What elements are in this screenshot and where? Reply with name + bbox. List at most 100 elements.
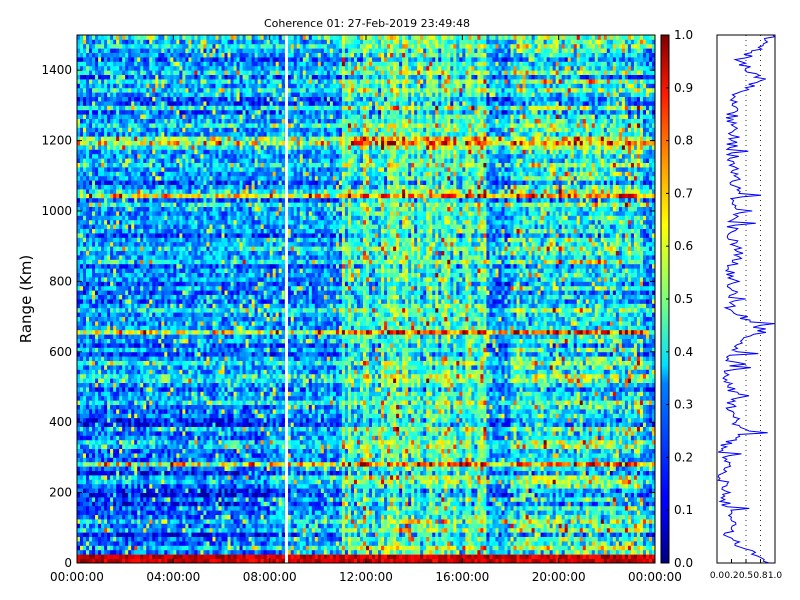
- heatmap-cell: [628, 545, 631, 550]
- heatmap-cell: [158, 449, 161, 454]
- heatmap-cell: [164, 537, 167, 542]
- heatmap-cell: [134, 493, 137, 498]
- heatmap-cell: [634, 466, 637, 471]
- heatmap-cell: [646, 457, 649, 462]
- heatmap-cell: [565, 479, 568, 484]
- heatmap-cell: [480, 497, 483, 502]
- heatmap-cell: [209, 541, 212, 546]
- heatmap-cell: [592, 497, 595, 502]
- heatmap-cell: [125, 462, 128, 467]
- heatmap-cell: [80, 501, 83, 506]
- heatmap-cell: [462, 541, 465, 546]
- heatmap-cell: [514, 523, 517, 528]
- heatmap-cell: [378, 475, 381, 480]
- heatmap-cell: [348, 457, 351, 462]
- heatmap-cell: [194, 484, 197, 489]
- heatmap-cell: [399, 488, 402, 493]
- heatmap-cell: [465, 479, 468, 484]
- heatmap-cell: [303, 501, 306, 506]
- heatmap-cell: [255, 532, 258, 537]
- heatmap-cell: [179, 479, 182, 484]
- heatmap-cell: [429, 471, 432, 476]
- heatmap-cell: [372, 523, 375, 528]
- heatmap-cell: [586, 488, 589, 493]
- heatmap-cell: [327, 501, 330, 506]
- heatmap-cell: [381, 523, 384, 528]
- heatmap-cell: [628, 510, 631, 515]
- heatmap-cell: [429, 466, 432, 471]
- heatmap-cell: [637, 545, 640, 550]
- heatmap-cell: [520, 466, 523, 471]
- heatmap-cell: [318, 449, 321, 454]
- heatmap-cell: [255, 550, 258, 555]
- heatmap-cell: [270, 523, 273, 528]
- heatmap-cell: [249, 466, 252, 471]
- heatmap-cell: [110, 466, 113, 471]
- heatmap-cell: [167, 515, 170, 520]
- heatmap-cell: [225, 523, 228, 528]
- heatmap-cell: [194, 471, 197, 476]
- heatmap-cell: [489, 501, 492, 506]
- heatmap-cell: [218, 515, 221, 520]
- heatmap-cell: [146, 466, 149, 471]
- heatmap-cell: [535, 528, 538, 533]
- heatmap-cell: [649, 484, 652, 489]
- heatmap-cell: [553, 475, 556, 480]
- heatmap-cell: [324, 523, 327, 528]
- heatmap-cell: [119, 471, 122, 476]
- heatmap-cell: [173, 510, 176, 515]
- heatmap-cell: [526, 488, 529, 493]
- heatmap-cell: [520, 457, 523, 462]
- heatmap-cell: [465, 488, 468, 493]
- heatmap-cell: [212, 466, 215, 471]
- heatmap-cell: [447, 497, 450, 502]
- heatmap-cell: [616, 501, 619, 506]
- heatmap-cell: [203, 545, 206, 550]
- heatmap-cell: [128, 515, 131, 520]
- heatmap-cell: [336, 462, 339, 467]
- heatmap-cell: [637, 554, 640, 559]
- heatmap-cell: [438, 471, 441, 476]
- heatmap-cell: [420, 475, 423, 480]
- heatmap-cell: [396, 497, 399, 502]
- heatmap-cell: [438, 462, 441, 467]
- heatmap-cell: [571, 471, 574, 476]
- heatmap-cell: [218, 497, 221, 502]
- heatmap-cell: [110, 462, 113, 467]
- heatmap-cell: [628, 471, 631, 476]
- heatmap-cell: [504, 528, 507, 533]
- heatmap-cell: [580, 475, 583, 480]
- heatmap-cell: [255, 449, 258, 454]
- heatmap-cell: [429, 488, 432, 493]
- heatmap-cell: [128, 532, 131, 537]
- heatmap-cell: [267, 501, 270, 506]
- heatmap-cell: [375, 554, 378, 559]
- heatmap-cell: [252, 532, 255, 537]
- heatmap-cell: [200, 453, 203, 458]
- heatmap-cell: [125, 550, 128, 555]
- heatmap-cell: [345, 475, 348, 480]
- heatmap-cell: [279, 475, 282, 480]
- heatmap-cell: [399, 510, 402, 515]
- heatmap-cell: [104, 541, 107, 546]
- heatmap-cell: [327, 532, 330, 537]
- heatmap-cell: [273, 537, 276, 542]
- heatmap-cell: [523, 515, 526, 520]
- heatmap-cell: [312, 471, 315, 476]
- heatmap-cell: [89, 444, 92, 449]
- heatmap-cell: [155, 457, 158, 462]
- heatmap-cell: [634, 457, 637, 462]
- heatmap-cell: [607, 484, 610, 489]
- heatmap-cell: [348, 528, 351, 533]
- heatmap-cell: [643, 488, 646, 493]
- heatmap-cell: [179, 488, 182, 493]
- heatmap-cell: [357, 519, 360, 524]
- heatmap-cell: [592, 545, 595, 550]
- heatmap-cell: [544, 462, 547, 467]
- heatmap-cell: [351, 510, 354, 515]
- heatmap-cell: [164, 541, 167, 546]
- heatmap-cell: [146, 471, 149, 476]
- heatmap-cell: [408, 471, 411, 476]
- heatmap-cell: [375, 484, 378, 489]
- heatmap-cell: [107, 506, 110, 511]
